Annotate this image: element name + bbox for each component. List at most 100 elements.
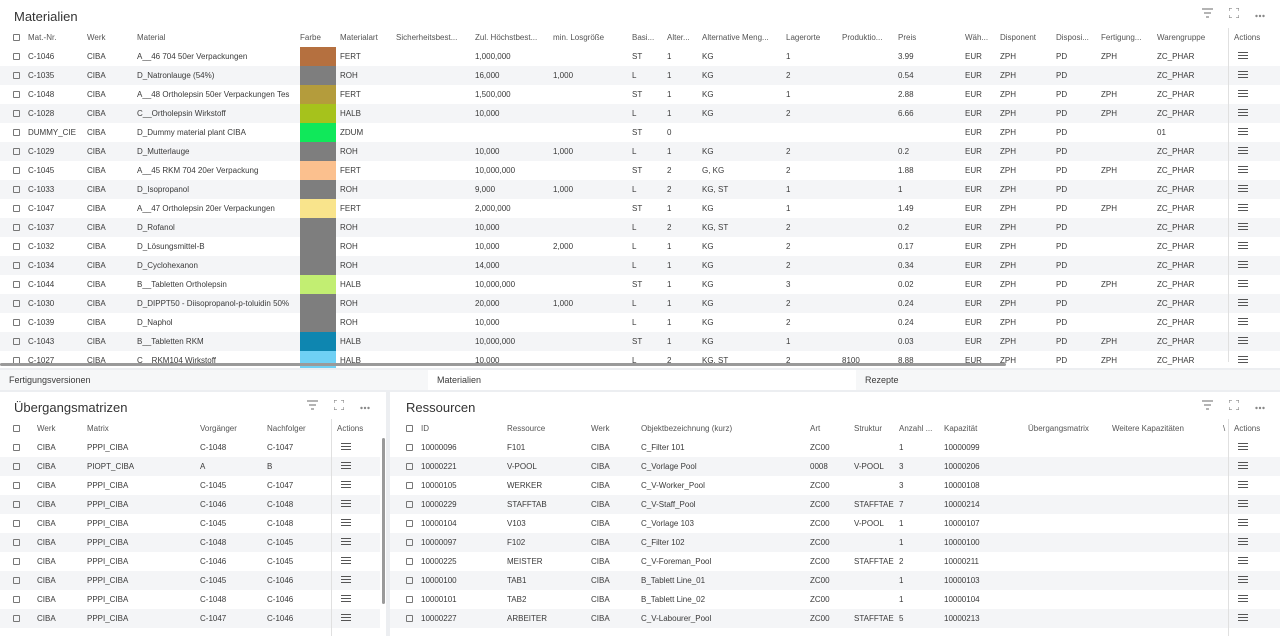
hamburger-menu-icon[interactable]	[341, 443, 351, 452]
checkbox-icon[interactable]	[13, 262, 20, 269]
checkbox-icon[interactable]	[406, 425, 413, 432]
hamburger-menu-icon[interactable]	[1238, 462, 1248, 471]
more-icon[interactable]	[1255, 401, 1265, 413]
hamburger-menu-icon[interactable]	[341, 500, 351, 509]
checkbox-icon[interactable]	[13, 34, 20, 41]
checkbox-icon[interactable]	[13, 444, 20, 451]
table-row[interactable]: C-1048 CIBA A__48 Ortholepsin 50er Verpack…	[0, 85, 1280, 104]
row-checkbox[interactable]	[406, 457, 416, 476]
table-row[interactable]: CIBA PIOPT_CIBA A B	[0, 457, 380, 476]
checkbox-icon[interactable]	[13, 596, 20, 603]
checkbox-icon[interactable]	[13, 148, 20, 155]
row-actions-button[interactable]	[1238, 457, 1252, 476]
row-checkbox[interactable]	[13, 104, 23, 123]
checkbox-icon[interactable]	[13, 205, 20, 212]
row-actions-button[interactable]	[1238, 294, 1252, 313]
hamburger-menu-icon[interactable]	[1238, 299, 1248, 308]
row-checkbox[interactable]	[13, 123, 23, 142]
row-checkbox[interactable]	[13, 476, 23, 495]
hamburger-menu-icon[interactable]	[1238, 261, 1248, 270]
table-row[interactable]: 10000100 TAB1 CIBA B_Tablett Line_01 ZC00 1 10…	[390, 571, 1280, 590]
row-actions-button[interactable]	[1238, 66, 1252, 85]
table-row[interactable]: CIBA PPPI_CIBA C-1045 C-1048	[0, 514, 380, 533]
row-checkbox[interactable]	[406, 438, 416, 457]
checkbox-icon[interactable]	[13, 110, 20, 117]
checkbox-icon[interactable]	[13, 53, 20, 60]
row-checkbox[interactable]	[13, 332, 23, 351]
row-actions-button[interactable]	[1238, 590, 1252, 609]
tab-fertigungsversionen[interactable]: Fertigungsversionen	[9, 375, 91, 385]
checkbox-icon[interactable]	[406, 596, 413, 603]
row-actions-button[interactable]	[1238, 313, 1252, 332]
maximize-icon[interactable]	[333, 399, 345, 413]
materialien-hscrollbar[interactable]	[0, 363, 1006, 366]
row-checkbox[interactable]	[406, 571, 416, 590]
hamburger-menu-icon[interactable]	[1238, 481, 1248, 490]
row-checkbox[interactable]	[13, 533, 23, 552]
row-actions-button[interactable]	[341, 552, 355, 571]
checkbox-icon[interactable]	[13, 224, 20, 231]
hamburger-menu-icon[interactable]	[1238, 71, 1248, 80]
table-row[interactable]: C-1030 CIBA D_DIPPT50 - Diisopropanol-p-to…	[0, 294, 1280, 313]
table-row[interactable]: CIBA PPPI_CIBA C-1045 C-1047	[0, 476, 380, 495]
table-row[interactable]: 10000097 F102 CIBA C_Filter 102 ZC00 1 1000010…	[390, 533, 1280, 552]
row-actions-button[interactable]	[1238, 552, 1252, 571]
hamburger-menu-icon[interactable]	[1238, 52, 1248, 61]
row-actions-button[interactable]	[1238, 351, 1252, 368]
table-row[interactable]: 10000105 WERKER CIBA C_V-Worker_Pool ZC00 3 10…	[390, 476, 1280, 495]
hamburger-menu-icon[interactable]	[341, 519, 351, 528]
filter-icon[interactable]	[1202, 400, 1213, 413]
hamburger-menu-icon[interactable]	[1238, 500, 1248, 509]
filter-icon[interactable]	[1202, 8, 1213, 21]
row-checkbox[interactable]	[13, 85, 23, 104]
row-checkbox[interactable]	[13, 218, 23, 237]
checkbox-icon[interactable]	[13, 91, 20, 98]
table-row[interactable]: C-1033 CIBA D_Isopropanol ROH 9,000 1,000 L 2 KG…	[0, 180, 1280, 199]
checkbox-icon[interactable]	[406, 482, 413, 489]
more-icon[interactable]	[1255, 9, 1265, 21]
row-checkbox[interactable]	[13, 180, 23, 199]
hamburger-menu-icon[interactable]	[1238, 280, 1248, 289]
row-actions-button[interactable]	[1238, 104, 1252, 123]
checkbox-icon[interactable]	[13, 577, 20, 584]
row-actions-button[interactable]	[1238, 275, 1252, 294]
row-checkbox[interactable]	[406, 476, 416, 495]
row-checkbox[interactable]	[13, 609, 23, 628]
table-row[interactable]: C-1043 CIBA B__Tabletten RKM HALB 10,000,000…	[0, 332, 1280, 351]
hamburger-menu-icon[interactable]	[341, 595, 351, 604]
tab-rezepte[interactable]: Rezepte	[865, 375, 899, 385]
table-row[interactable]: CIBA PPPI_CIBA C-1046 C-1045	[0, 552, 380, 571]
hamburger-menu-icon[interactable]	[1238, 576, 1248, 585]
maximize-icon[interactable]	[1228, 7, 1240, 21]
row-checkbox[interactable]	[13, 457, 23, 476]
hamburger-menu-icon[interactable]	[341, 557, 351, 566]
checkbox-icon[interactable]	[406, 463, 413, 470]
hamburger-menu-icon[interactable]	[1238, 443, 1248, 452]
checkbox-icon[interactable]	[13, 319, 20, 326]
checkbox-icon[interactable]	[13, 539, 20, 546]
table-row[interactable]: 10000225 MEISTER CIBA C_V-Foreman_Pool ZC00 S…	[390, 552, 1280, 571]
more-icon[interactable]	[360, 401, 370, 413]
row-checkbox[interactable]	[13, 514, 23, 533]
hamburger-menu-icon[interactable]	[1238, 337, 1248, 346]
table-row[interactable]: CIBA PPPI_CIBA C-1046 C-1048	[0, 495, 380, 514]
table-row[interactable]: C-1035 CIBA D_Natronlauge (54%) ROH 16,000 1,…	[0, 66, 1280, 85]
checkbox-icon[interactable]	[406, 577, 413, 584]
hamburger-menu-icon[interactable]	[341, 538, 351, 547]
filter-icon[interactable]	[307, 400, 318, 413]
row-checkbox[interactable]	[13, 294, 23, 313]
checkbox-icon[interactable]	[13, 72, 20, 79]
table-row[interactable]: C-1046 CIBA A__46 704 50er Verpackungen FER…	[0, 47, 1280, 66]
hamburger-menu-icon[interactable]	[1238, 128, 1248, 137]
checkbox-icon[interactable]	[13, 520, 20, 527]
checkbox-icon[interactable]	[406, 444, 413, 451]
row-checkbox[interactable]	[13, 256, 23, 275]
hamburger-menu-icon[interactable]	[341, 481, 351, 490]
row-actions-button[interactable]	[341, 609, 355, 628]
hamburger-menu-icon[interactable]	[1238, 147, 1248, 156]
row-checkbox[interactable]	[13, 237, 23, 256]
tab-materialien[interactable]: Materialien	[428, 370, 856, 390]
checkbox-icon[interactable]	[13, 482, 20, 489]
checkbox-icon[interactable]	[13, 281, 20, 288]
select-all-checkbox[interactable]	[13, 419, 23, 438]
